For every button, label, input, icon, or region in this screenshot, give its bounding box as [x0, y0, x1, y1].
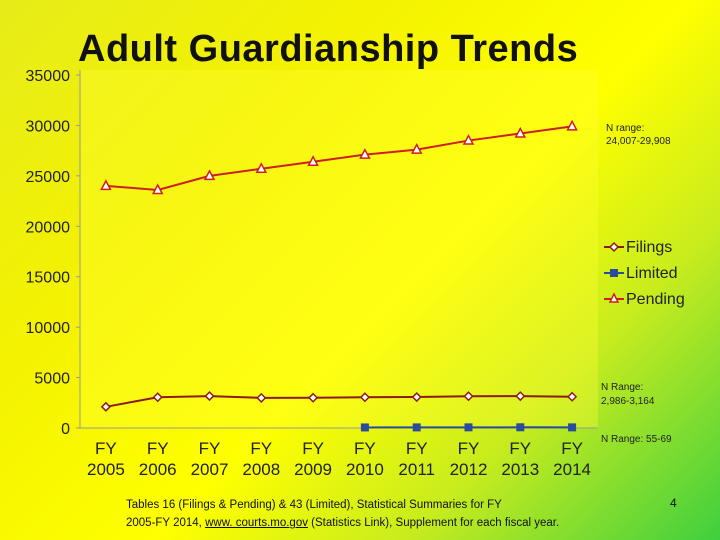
data-point-filings [100, 401, 111, 412]
data-point-filings [515, 391, 526, 402]
legend-limited-marker [610, 269, 618, 277]
pending-range-value: 24,007-29,908 [606, 136, 671, 147]
data-point-filings [308, 392, 319, 403]
x-tick-label: FY [250, 439, 272, 458]
footer-line-2-end: (Statistics Link), Supplement for each f… [307, 517, 560, 530]
y-tick-label: 20000 [26, 219, 71, 236]
legend-limited-label: Limited [626, 265, 678, 282]
footer-link[interactable]: www. courts.mo.gov [205, 517, 308, 530]
series-line-pending [105, 125, 573, 191]
y-tick-label: 35000 [26, 68, 71, 85]
data-point-pending [307, 155, 319, 166]
data-point-pending [255, 162, 268, 174]
series-line-filings [105, 395, 573, 408]
x-tick-label: 2009 [294, 460, 332, 479]
legend-pending-marker [608, 292, 620, 303]
pending-range-label: N range: [606, 123, 644, 134]
x-tick-label: 2010 [346, 460, 384, 479]
x-tick-label: FY [458, 439, 480, 458]
x-tick-label: FY [302, 439, 324, 458]
x-tick-label: 2007 [191, 460, 229, 479]
data-point-limited [464, 423, 473, 432]
x-tick-label: 2008 [242, 460, 280, 479]
data-point-pending [462, 133, 475, 145]
x-tick-label: 2005 [87, 460, 125, 479]
data-point-filings [411, 391, 422, 403]
data-point-limited [516, 423, 525, 432]
data-point-pending [566, 119, 578, 131]
x-tick-label: 2006 [139, 460, 177, 479]
y-tick-label: 15000 [26, 270, 71, 287]
data-point-filings [152, 392, 163, 403]
limited-range-label: N Range: 55-69 [601, 434, 672, 445]
legend-pending-label: Pending [626, 291, 685, 308]
footer-line-1: Tables 16 (Filings & Pending) & 43 (Limi… [126, 499, 502, 511]
x-tick-label: 2011 [398, 460, 435, 479]
filings-range-label: N Range: [601, 382, 643, 393]
data-point-filings [359, 392, 370, 403]
data-point-filings [463, 391, 474, 402]
data-point-limited [360, 423, 369, 432]
data-point-pending [100, 179, 112, 191]
data-point-filings [256, 392, 267, 403]
data-point-pending [410, 143, 423, 154]
legend-filings-marker [608, 241, 620, 253]
data-point-pending [151, 183, 164, 195]
footer-line-2: 2005-FY 2014, www. courts.mo.gov (Statis… [126, 514, 686, 532]
x-tick-label: 2013 [501, 460, 539, 479]
page-number: 4 [670, 496, 677, 510]
y-tick-label: 0 [61, 421, 70, 438]
y-tick-label: 10000 [26, 320, 71, 337]
data-point-filings [567, 391, 578, 402]
x-tick-label: 2012 [450, 460, 488, 479]
data-point-pending [359, 148, 371, 159]
x-tick-label: 2014 [553, 460, 591, 479]
data-point-limited [412, 423, 421, 432]
legend-filings-label: Filings [626, 239, 672, 256]
data-point-limited [568, 423, 577, 432]
x-tick-label: FY [199, 439, 221, 458]
data-point-pending [203, 169, 216, 181]
footer-source-note: Tables 16 (Filings & Pending) & 43 (Limi… [126, 496, 686, 533]
x-tick-label: FY [147, 439, 169, 458]
x-tick-label: FY [509, 439, 531, 458]
footer-line-2-start: 2005-FY 2014, [126, 517, 206, 530]
x-tick-label: FY [406, 439, 428, 458]
x-tick-label: FY [561, 439, 583, 458]
y-tick-label: 25000 [26, 169, 71, 186]
filings-range-value: 2,986-3,164 [601, 396, 655, 407]
page-title: Adult Guardianship Trends [78, 28, 579, 70]
data-point-pending [514, 126, 527, 138]
plot-area [80, 70, 598, 428]
x-tick-label: FY [95, 439, 117, 458]
y-tick-label: 30000 [26, 118, 71, 135]
x-tick-label: FY [354, 439, 376, 458]
data-point-filings [204, 391, 215, 402]
y-tick-label: 5000 [34, 371, 70, 388]
